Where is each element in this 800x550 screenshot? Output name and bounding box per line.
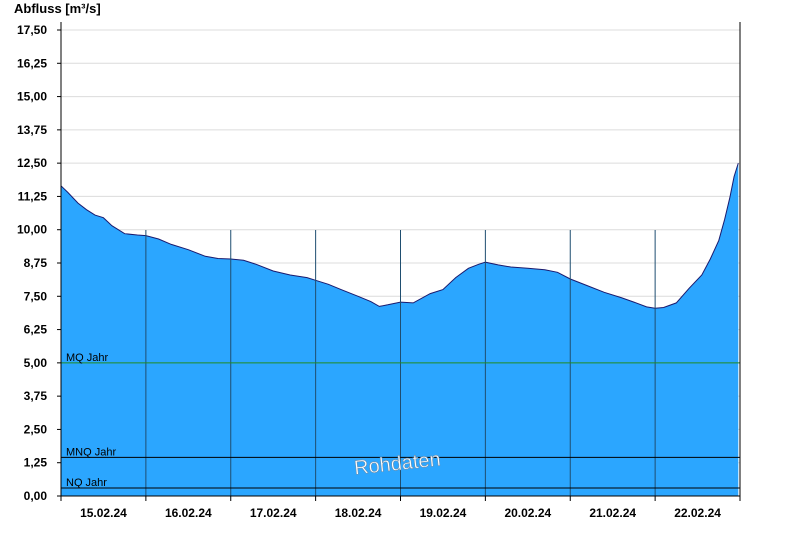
reference-line-layer: MQ Jahr MNQ Jahr NQ Jahr <box>61 352 740 489</box>
x-tick-label-4: 19.02.24 <box>420 506 467 520</box>
y-tick-label-14: 17,50 <box>17 23 47 37</box>
x-tick-label-7: 22.02.24 <box>674 506 721 520</box>
y-tick-label-11: 13,75 <box>17 123 47 137</box>
y-tick-label-10: 12,50 <box>17 156 47 170</box>
reference-label-0: MQ Jahr <box>66 352 109 364</box>
y-tick-label-6: 7,50 <box>24 289 48 303</box>
y-tick-label-3: 3,75 <box>24 389 48 403</box>
x-tick-label-2: 17.02.24 <box>250 506 297 520</box>
y-tick-label-0: 0,00 <box>24 489 48 503</box>
series-line-0 <box>60 162 739 309</box>
y-tick-label-4: 5,00 <box>24 356 48 370</box>
y-tick-label-5: 6,25 <box>24 323 48 337</box>
y-tick-label-8: 10,00 <box>17 223 47 237</box>
reference-label-2: NQ Jahr <box>66 477 107 489</box>
axis-layer: 0,00 1,25 2,50 3,75 5,00 6,25 7,50 8,75 10,00 11,… <box>17 22 741 520</box>
x-tick-label-3: 18.02.24 <box>335 506 382 520</box>
x-tick-label-6: 21.02.24 <box>589 506 636 520</box>
x-tick-label-1: 16.02.24 <box>165 506 212 520</box>
y-tick-label-2: 2,50 <box>24 422 48 436</box>
series-area-0 <box>61 163 739 496</box>
area-layer <box>60 162 739 496</box>
y-tick-label-7: 8,75 <box>24 256 48 270</box>
y-axis-label: Abfluss [m³/s] <box>14 1 101 16</box>
x-tick-label-5: 20.02.24 <box>504 506 551 520</box>
y-tick-label-9: 11,25 <box>18 189 48 203</box>
y-tick-label-13: 16,25 <box>17 56 47 70</box>
reference-label-1: MNQ Jahr <box>66 446 116 458</box>
y-tick-label-12: 15,00 <box>17 90 47 104</box>
y-tick-label-1: 1,25 <box>24 456 48 470</box>
x-tick-label-0: 15.02.24 <box>80 506 127 520</box>
